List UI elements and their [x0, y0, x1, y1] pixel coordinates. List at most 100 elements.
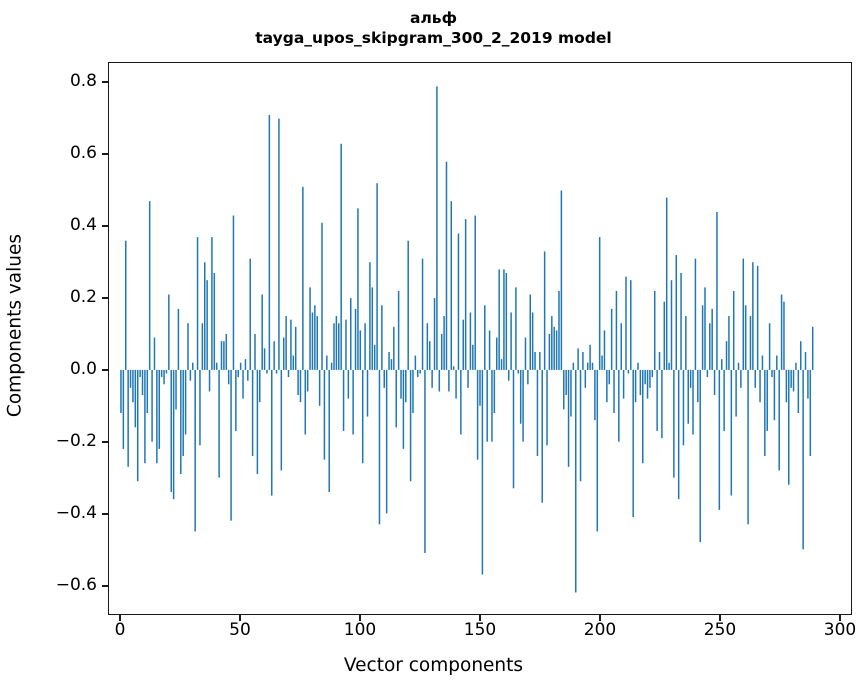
bar — [476, 369, 479, 460]
bar — [235, 369, 237, 431]
bar — [713, 369, 716, 396]
bar — [350, 298, 352, 370]
x-tick-mark — [719, 615, 721, 621]
y-tick-label: 0.6 — [69, 142, 97, 163]
bar — [754, 369, 757, 388]
bar — [381, 305, 383, 370]
bar — [184, 369, 187, 435]
bar — [378, 369, 381, 525]
bar — [467, 369, 469, 388]
bar — [699, 369, 701, 543]
bar — [153, 337, 156, 370]
bar — [622, 369, 625, 399]
bar — [768, 323, 771, 370]
bar — [469, 312, 472, 370]
bar — [175, 369, 177, 410]
bar — [347, 369, 350, 399]
bar — [670, 280, 673, 370]
bar — [759, 369, 761, 403]
bar — [474, 215, 476, 370]
bar — [618, 369, 620, 442]
bar — [627, 369, 630, 374]
bar — [799, 341, 802, 370]
bar — [630, 280, 632, 370]
bar — [747, 369, 749, 525]
bar — [555, 330, 558, 370]
bar — [634, 369, 637, 403]
bar — [206, 280, 208, 370]
bar — [335, 316, 338, 370]
bar — [242, 369, 244, 399]
bar — [448, 369, 450, 392]
bar — [567, 369, 570, 467]
bar — [359, 330, 362, 370]
bar — [596, 369, 599, 532]
bar — [515, 287, 517, 370]
bar — [361, 369, 364, 464]
bar — [352, 369, 354, 435]
bar — [457, 233, 460, 370]
bar — [321, 222, 323, 370]
bar — [227, 369, 230, 385]
bar — [208, 369, 211, 392]
bar — [443, 316, 445, 370]
bar — [268, 115, 271, 370]
bar — [223, 341, 225, 370]
bar — [644, 369, 646, 385]
bar — [294, 326, 297, 370]
bar — [285, 316, 287, 370]
bar — [491, 369, 493, 442]
bar — [639, 369, 642, 396]
bar — [797, 369, 800, 413]
y-tick-mark — [102, 297, 108, 299]
bar — [180, 369, 182, 475]
bar — [804, 351, 807, 370]
bar — [225, 334, 228, 370]
bar — [527, 369, 529, 385]
bar — [237, 369, 239, 378]
bar — [424, 369, 426, 553]
bar — [663, 301, 666, 370]
y-axis-label: Components values — [4, 233, 26, 418]
bar — [156, 369, 158, 464]
bar — [591, 362, 594, 370]
y-tick-mark — [102, 81, 108, 83]
bar — [290, 319, 292, 370]
bar — [524, 337, 527, 370]
bar — [675, 255, 678, 370]
bar — [464, 219, 467, 370]
bar — [709, 323, 711, 370]
bar — [776, 355, 778, 370]
bar — [316, 316, 318, 370]
bar — [211, 237, 213, 370]
bar — [756, 265, 759, 370]
bar — [239, 362, 242, 370]
bar — [421, 258, 424, 370]
chart-title-line-2: tayga_upos_skipgram_300_2_2019 model — [255, 29, 612, 47]
bar — [199, 369, 201, 446]
bar — [168, 294, 170, 370]
bar — [428, 341, 431, 370]
bar — [783, 301, 785, 370]
y-tick-label: 0.4 — [69, 214, 97, 235]
bar — [314, 305, 316, 370]
bar — [213, 272, 216, 370]
bar-series — [120, 86, 814, 593]
bar — [373, 344, 376, 370]
bar — [189, 369, 192, 381]
bar — [328, 369, 330, 492]
bar — [752, 262, 754, 370]
bar — [160, 369, 163, 378]
bar — [309, 287, 311, 370]
bar — [811, 326, 814, 370]
bar — [194, 369, 196, 532]
bar — [488, 330, 491, 370]
bar — [438, 369, 441, 392]
x-tick-mark — [359, 615, 361, 621]
x-tick-label: 200 — [583, 620, 617, 640]
x-tick-mark — [599, 615, 601, 621]
bar — [127, 369, 129, 467]
bar — [577, 348, 579, 370]
bar — [522, 369, 524, 442]
bar — [802, 369, 804, 550]
